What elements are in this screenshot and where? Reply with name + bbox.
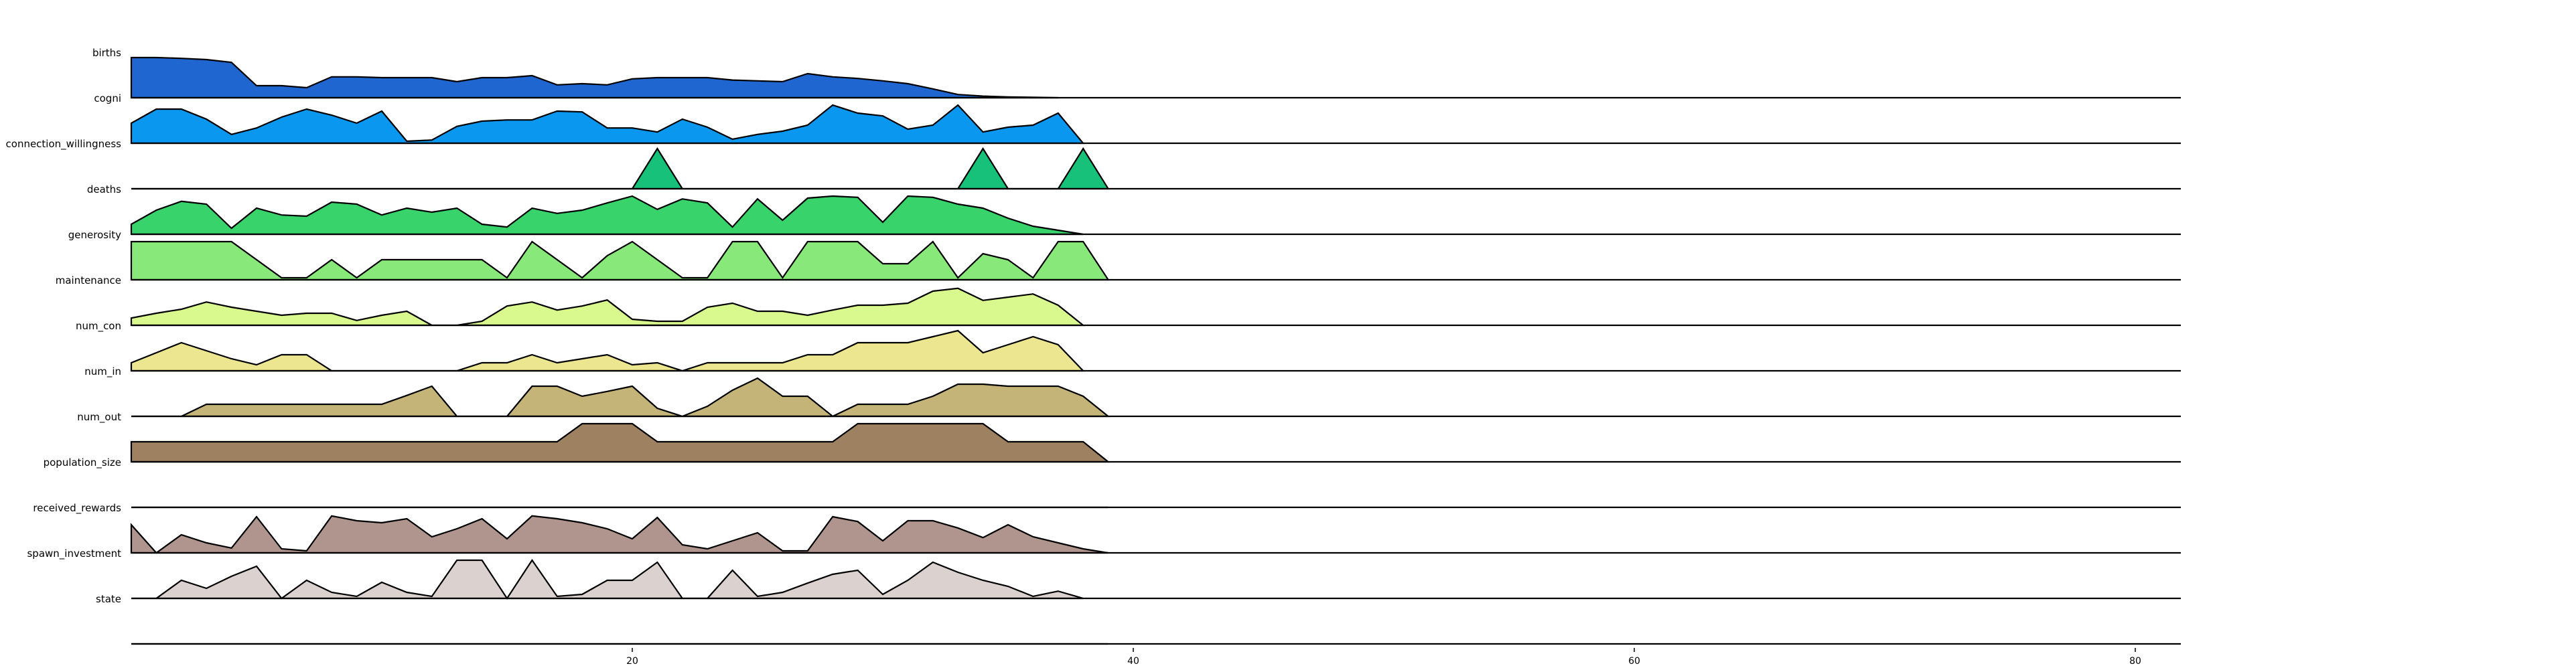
ridge-area	[130, 240, 1110, 281]
x-tick-label: 20	[626, 656, 638, 667]
x-tick-label: 40	[1127, 656, 1139, 667]
row-label: num_out	[77, 411, 121, 424]
row-spawn_investment: spawn_investment	[27, 548, 2181, 600]
x-tick-label: 80	[2129, 656, 2141, 667]
row-label: state	[96, 593, 121, 605]
row-num_in: num_in	[84, 365, 2181, 418]
row-generosity: generosity	[68, 229, 2181, 281]
ridge-area	[130, 56, 1058, 99]
row-received_rewards: received_rewards	[33, 502, 2181, 554]
row-label: num_in	[84, 365, 121, 378]
row-population_size: population_size	[44, 456, 2181, 509]
ridge-area	[131, 147, 1110, 190]
ridge-area	[130, 422, 1111, 463]
row-deaths: deaths	[87, 183, 2181, 236]
ridge-area	[131, 377, 1111, 418]
row-label: num_con	[76, 320, 121, 333]
ridge-area	[130, 287, 1086, 327]
row-births: births	[92, 47, 2181, 99]
row-connection_willingness: connection_willingness	[6, 138, 2181, 190]
ridge-area	[130, 104, 1085, 145]
ridge-area	[130, 515, 1108, 554]
row-num_con: num_con	[76, 320, 2181, 372]
ridge-area	[130, 329, 1085, 372]
x-axis: 20 40 60 80	[626, 648, 2141, 667]
row-state: state	[96, 593, 2181, 645]
ridge-area	[130, 195, 1084, 236]
row-label: population_size	[44, 456, 121, 469]
row-maintenance: maintenance	[56, 274, 2181, 327]
row-cogni: cogni	[94, 92, 2181, 145]
row-label: received_rewards	[33, 502, 121, 515]
row-label: births	[92, 47, 121, 59]
row-num_out: num_out	[77, 411, 2181, 463]
row-label: generosity	[68, 229, 121, 241]
row-label: deaths	[87, 183, 121, 195]
x-tick-label: 60	[1628, 656, 1640, 667]
row-label: connection_willingness	[6, 138, 122, 151]
row-label: spawn_investment	[27, 548, 121, 560]
ridge-area	[131, 559, 1084, 600]
row-label: maintenance	[56, 274, 121, 286]
row-label: cogni	[94, 92, 121, 104]
